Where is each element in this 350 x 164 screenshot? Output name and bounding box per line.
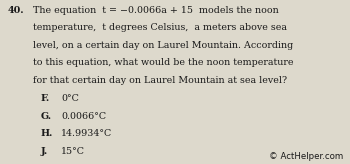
Text: J.: J. [40,147,48,156]
Text: temperature,  t degrees Celsius,  a meters above sea: temperature, t degrees Celsius, a meters… [33,23,287,32]
Text: G.: G. [40,112,51,121]
Text: to this equation, what would be the noon temperature: to this equation, what would be the noon… [33,58,294,67]
Text: F.: F. [40,94,49,103]
Text: 0.0066°C: 0.0066°C [61,112,106,121]
Text: © ActHelper.com: © ActHelper.com [269,152,343,161]
Text: for that certain day on Laurel Mountain at sea level?: for that certain day on Laurel Mountain … [33,76,287,85]
Text: level, on a certain day on Laurel Mountain. According: level, on a certain day on Laurel Mounta… [33,41,294,50]
Text: 14.9934°C: 14.9934°C [61,129,112,138]
Text: 15°C: 15°C [61,147,85,156]
Text: The equation  t = −0.0066a + 15  models the noon: The equation t = −0.0066a + 15 models th… [33,6,279,15]
Text: H.: H. [40,129,52,138]
Text: 0°C: 0°C [61,94,79,103]
Text: 40.: 40. [8,6,24,15]
